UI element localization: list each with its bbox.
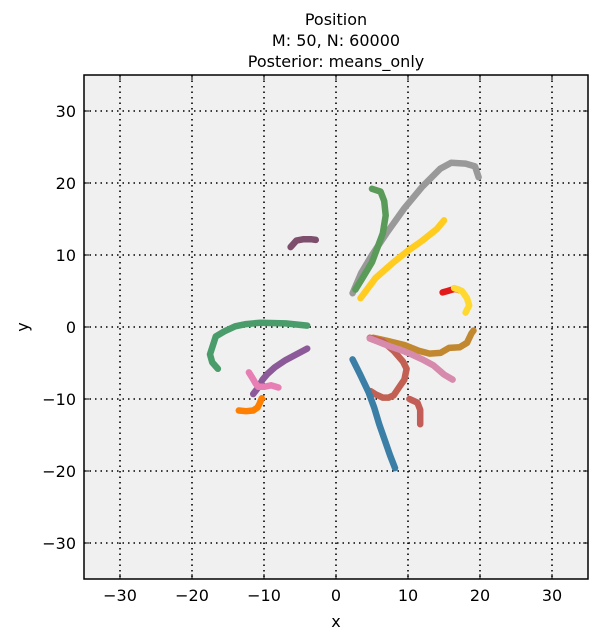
x-tick-label: −30 <box>103 586 137 605</box>
trajectory-line-8 <box>370 327 477 357</box>
trajectory-line-14 <box>245 369 282 391</box>
y-tick-label: −20 <box>42 462 76 481</box>
trajectory-line-6 <box>450 284 473 316</box>
trajectory-line-1 <box>349 159 482 297</box>
chart-title-line-2: M: 50, N: 60000 <box>272 31 400 50</box>
ticks: −30 −20 −10 0 10 20 30 −30 −20 −10 0 10 20 30 <box>42 75 588 605</box>
y-tick-label: −30 <box>42 534 76 553</box>
trajectory-line-11 <box>349 356 399 472</box>
trajectory-line-12 <box>406 395 424 428</box>
trajectory-line-10 <box>366 335 456 383</box>
y-tick-label: 10 <box>56 246 76 265</box>
x-tick-label: 20 <box>470 586 490 605</box>
y-axis-label: y <box>13 322 32 331</box>
x-tick-label: 30 <box>542 586 562 605</box>
y-tick-label: 0 <box>66 318 76 337</box>
x-tick-label: 10 <box>398 586 418 605</box>
y-tick-label: 30 <box>56 102 76 121</box>
trajectory-line-4 <box>287 235 320 251</box>
y-tick-label: −10 <box>42 390 76 409</box>
trajectory-line-7 <box>206 319 311 373</box>
chart-title-line-1: Position <box>305 10 367 29</box>
y-tick-label: 20 <box>56 174 76 193</box>
grid <box>84 75 588 579</box>
trajectories <box>206 159 482 472</box>
x-axis-label: x <box>331 612 340 631</box>
x-tick-label: 0 <box>331 586 341 605</box>
x-tick-label: −20 <box>175 586 209 605</box>
trajectory-line-2 <box>352 185 389 293</box>
chart-title-line-3: Posterior: means_only <box>248 52 424 72</box>
plot-frame <box>83 74 589 580</box>
trajectory-line-3 <box>357 217 448 302</box>
x-tick-label: −10 <box>247 586 281 605</box>
trajectory-line-15 <box>235 395 266 415</box>
plot-area <box>84 75 588 579</box>
